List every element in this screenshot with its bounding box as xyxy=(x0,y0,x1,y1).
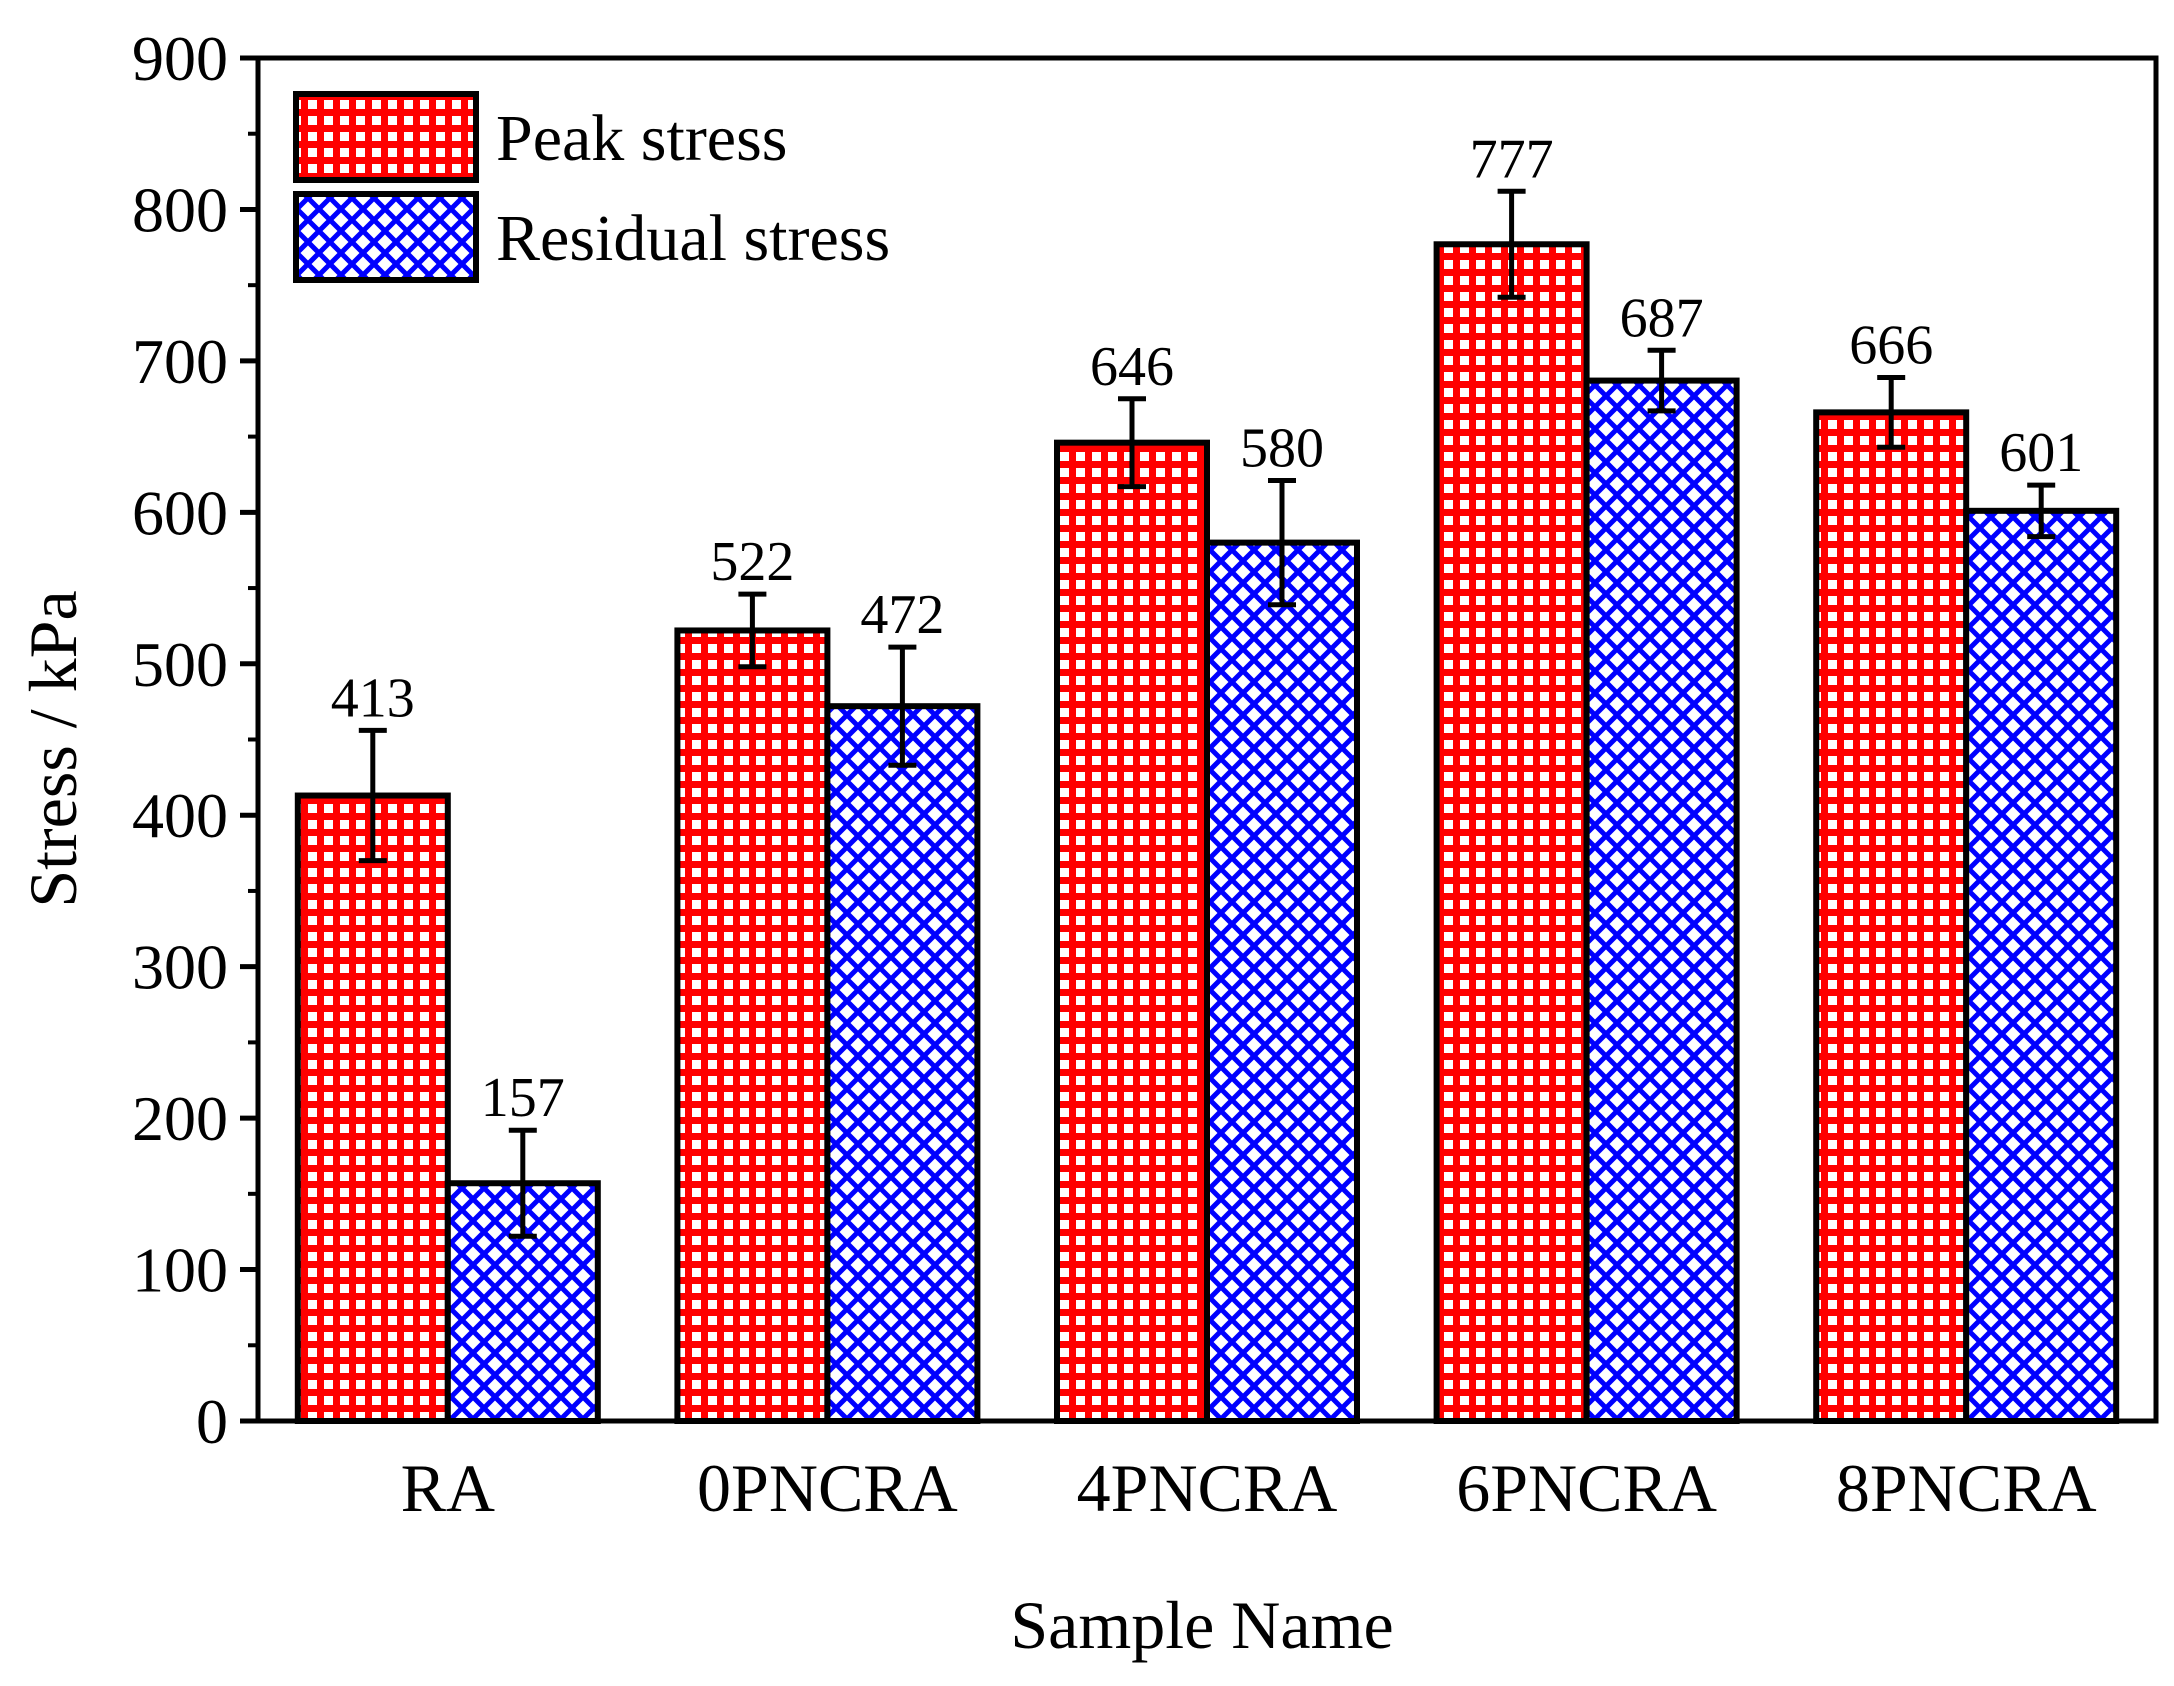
y-tick-label-0: 0 xyxy=(196,1386,228,1457)
y-tick-label-300: 300 xyxy=(132,932,228,1003)
error-bar-residual-0pncra xyxy=(888,644,917,768)
legend-label-peak: Peak stress xyxy=(496,102,787,175)
bar-residual-0pncra xyxy=(824,703,981,1424)
error-bar-residual-8pncra xyxy=(2027,482,2056,540)
axes-layer: RA 0PNCRA 4PNCRA 6PNCRA 8PNCRA 0 100 200 300 400 5… xyxy=(132,23,2159,1526)
error-bar-peak-6pncra xyxy=(1497,188,1526,300)
y-tick-label-200: 200 xyxy=(132,1083,228,1154)
error-bar-residual-4pncra xyxy=(1268,478,1296,608)
data-label-peak-0pncra: 522 xyxy=(710,531,794,593)
data-label-peak-8pncra: 666 xyxy=(1849,315,1933,377)
bar-peak-6pncra xyxy=(1433,241,1590,1425)
y-tick-label-400: 400 xyxy=(132,780,228,851)
data-labels-layer: 413 157 522 472 646 580 777 687 666 601 xyxy=(331,128,2083,1129)
x-tick-label-6pncra: 6PNCRA xyxy=(1456,1450,1717,1526)
bars-layer xyxy=(294,241,2120,1425)
y-axis-title: Stress / kPa xyxy=(15,590,91,907)
error-bar-peak-4pncra xyxy=(1118,396,1146,490)
error-bars-layer xyxy=(358,188,2056,1239)
y-tick-label-100: 100 xyxy=(132,1235,228,1306)
y-tick-label-700: 700 xyxy=(132,326,228,397)
legend-label-residual: Residual stress xyxy=(496,202,890,275)
x-tick-label-ra: RA xyxy=(401,1450,495,1526)
data-label-residual-0pncra: 472 xyxy=(860,584,944,646)
bar-residual-8pncra xyxy=(1963,507,2120,1424)
x-tick-label-4pncra: 4PNCRA xyxy=(1077,1450,1338,1526)
y-tick-label-900: 900 xyxy=(132,23,228,94)
data-label-residual-6pncra: 687 xyxy=(1620,287,1704,349)
x-tick-label-0pncra: 0PNCRA xyxy=(697,1450,958,1526)
x-axis-title: Sample Name xyxy=(1010,1587,1393,1663)
error-bar-residual-ra xyxy=(508,1127,537,1239)
bar-peak-0pncra xyxy=(674,627,831,1424)
legend-swatch-peak xyxy=(293,91,479,183)
x-tick-label-8pncra: 8PNCRA xyxy=(1836,1450,2097,1526)
data-label-residual-4pncra: 580 xyxy=(1240,418,1324,480)
legend: Peak stress Residual stress xyxy=(293,91,890,283)
y-tick-label-500: 500 xyxy=(132,629,228,700)
bar-peak-8pncra xyxy=(1813,409,1970,1424)
bar-peak-4pncra xyxy=(1054,439,1210,1424)
error-bar-peak-0pncra xyxy=(738,591,767,670)
error-bar-peak-ra xyxy=(358,727,387,864)
data-label-residual-8pncra: 601 xyxy=(1999,422,2083,484)
y-tick-label-600: 600 xyxy=(132,477,228,548)
bar-residual-4pncra xyxy=(1204,539,1360,1424)
bar-residual-6pncra xyxy=(1583,377,1740,1424)
error-bar-residual-6pncra xyxy=(1647,347,1676,414)
bar-peak-ra xyxy=(294,792,451,1424)
data-label-peak-4pncra: 646 xyxy=(1090,336,1174,398)
data-label-peak-6pncra: 777 xyxy=(1470,128,1554,190)
data-label-peak-ra: 413 xyxy=(331,667,415,729)
error-bar-peak-8pncra xyxy=(1877,375,1906,450)
data-label-residual-ra: 157 xyxy=(481,1067,565,1129)
y-tick-label-800: 800 xyxy=(132,174,228,245)
legend-swatch-residual xyxy=(293,191,479,283)
